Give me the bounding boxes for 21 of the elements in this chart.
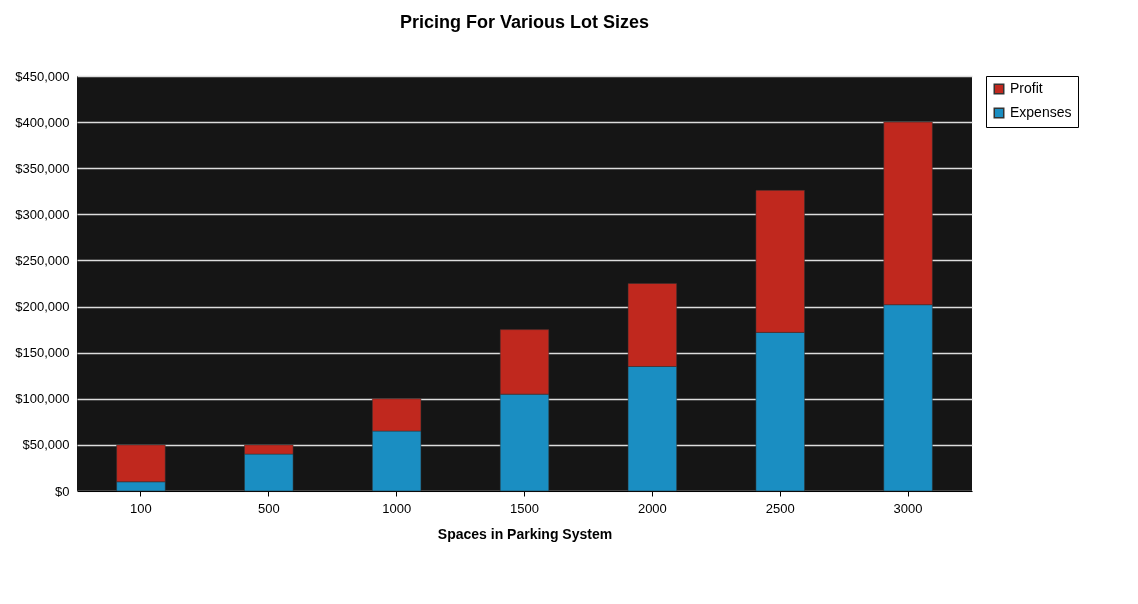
- x-tick-label: 2500: [765, 500, 795, 516]
- x-tick-label: 500: [257, 500, 280, 516]
- x-tick-label: 100: [130, 500, 152, 516]
- chart-title: Pricing For Various Lot Sizes: [399, 12, 650, 32]
- y-tick-label: $250,000: [15, 252, 70, 268]
- y-tick-label: $400,000: [15, 114, 70, 130]
- legend-label: Expenses: [1010, 104, 1072, 120]
- x-tick-label: 3000: [893, 500, 923, 516]
- x-tick-label: 2000: [637, 500, 667, 516]
- y-tick-label: $200,000: [15, 299, 70, 315]
- x-tick-label: 1500: [510, 500, 539, 516]
- x-axis-title: Spaces in Parking System: [437, 525, 613, 542]
- legend-label: Profit: [1010, 80, 1043, 96]
- y-tick-label: $50,000: [22, 437, 70, 453]
- y-tick-label: $450,000: [15, 68, 70, 84]
- x-tick-label: 1000: [382, 500, 412, 516]
- y-tick-label: $100,000: [15, 391, 70, 407]
- y-tick-label: $350,000: [15, 160, 70, 176]
- y-tick-label: $0: [55, 483, 70, 499]
- y-tick-label: $300,000: [15, 206, 70, 222]
- y-tick-label: $150,000: [15, 345, 70, 361]
